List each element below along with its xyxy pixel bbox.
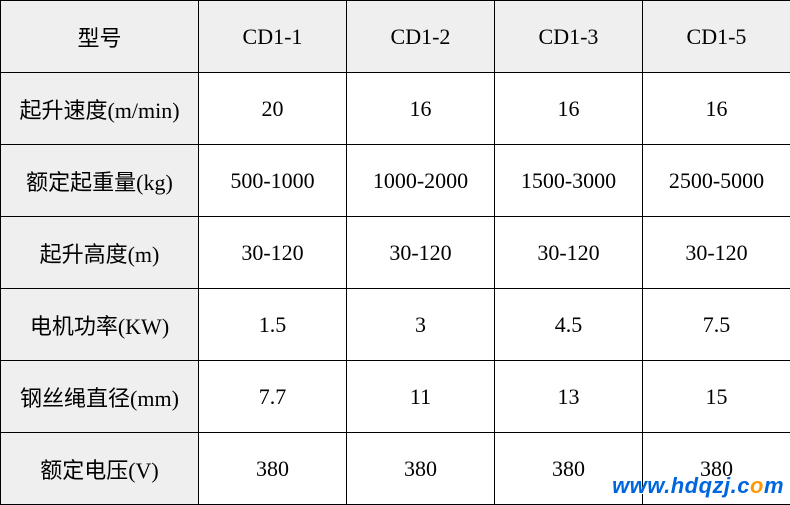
cell-value: 1.5 xyxy=(199,289,347,361)
cell-value: 13 xyxy=(495,361,643,433)
row-label-motor-power: 电机功率(KW) xyxy=(1,289,199,361)
row-label-lift-speed: 起升速度(m/min) xyxy=(1,73,199,145)
col-header-cd1-3: CD1-3 xyxy=(495,1,643,73)
table-header-row: 型号 CD1-1 CD1-2 CD1-3 CD1-5 xyxy=(1,1,790,73)
cell-value: 380 xyxy=(643,433,790,505)
table-row: 额定起重量(kg) 500-1000 1000-2000 1500-3000 2… xyxy=(1,145,790,217)
table-row: 钢丝绳直径(mm) 7.7 11 13 15 xyxy=(1,361,790,433)
cell-value: 380 xyxy=(347,433,495,505)
cell-value: 30-120 xyxy=(199,217,347,289)
cell-value: 11 xyxy=(347,361,495,433)
cell-value: 20 xyxy=(199,73,347,145)
col-header-model: 型号 xyxy=(1,1,199,73)
row-label-rated-voltage: 额定电压(V) xyxy=(1,433,199,505)
col-header-cd1-2: CD1-2 xyxy=(347,1,495,73)
cell-value: 16 xyxy=(495,73,643,145)
col-header-cd1-5: CD1-5 xyxy=(643,1,790,73)
cell-value: 380 xyxy=(199,433,347,505)
cell-value: 15 xyxy=(643,361,790,433)
cell-value: 3 xyxy=(347,289,495,361)
cell-value: 1500-3000 xyxy=(495,145,643,217)
cell-value: 16 xyxy=(643,73,790,145)
table-row: 起升高度(m) 30-120 30-120 30-120 30-120 xyxy=(1,217,790,289)
cell-value: 7.7 xyxy=(199,361,347,433)
cell-value: 30-120 xyxy=(643,217,790,289)
cell-value: 30-120 xyxy=(347,217,495,289)
table-row: 电机功率(KW) 1.5 3 4.5 7.5 xyxy=(1,289,790,361)
row-label-rated-load: 额定起重量(kg) xyxy=(1,145,199,217)
cell-value: 500-1000 xyxy=(199,145,347,217)
cell-value: 4.5 xyxy=(495,289,643,361)
row-label-rope-diameter: 钢丝绳直径(mm) xyxy=(1,361,199,433)
row-label-lift-height: 起升高度(m) xyxy=(1,217,199,289)
table-row: 额定电压(V) 380 380 380 380 xyxy=(1,433,790,505)
cell-value: 1000-2000 xyxy=(347,145,495,217)
cell-value: 7.5 xyxy=(643,289,790,361)
cell-value: 2500-5000 xyxy=(643,145,790,217)
table-row: 起升速度(m/min) 20 16 16 16 xyxy=(1,73,790,145)
spec-table: 型号 CD1-1 CD1-2 CD1-3 CD1-5 起升速度(m/min) 2… xyxy=(0,0,790,505)
cell-value: 16 xyxy=(347,73,495,145)
cell-value: 380 xyxy=(495,433,643,505)
col-header-cd1-1: CD1-1 xyxy=(199,1,347,73)
cell-value: 30-120 xyxy=(495,217,643,289)
